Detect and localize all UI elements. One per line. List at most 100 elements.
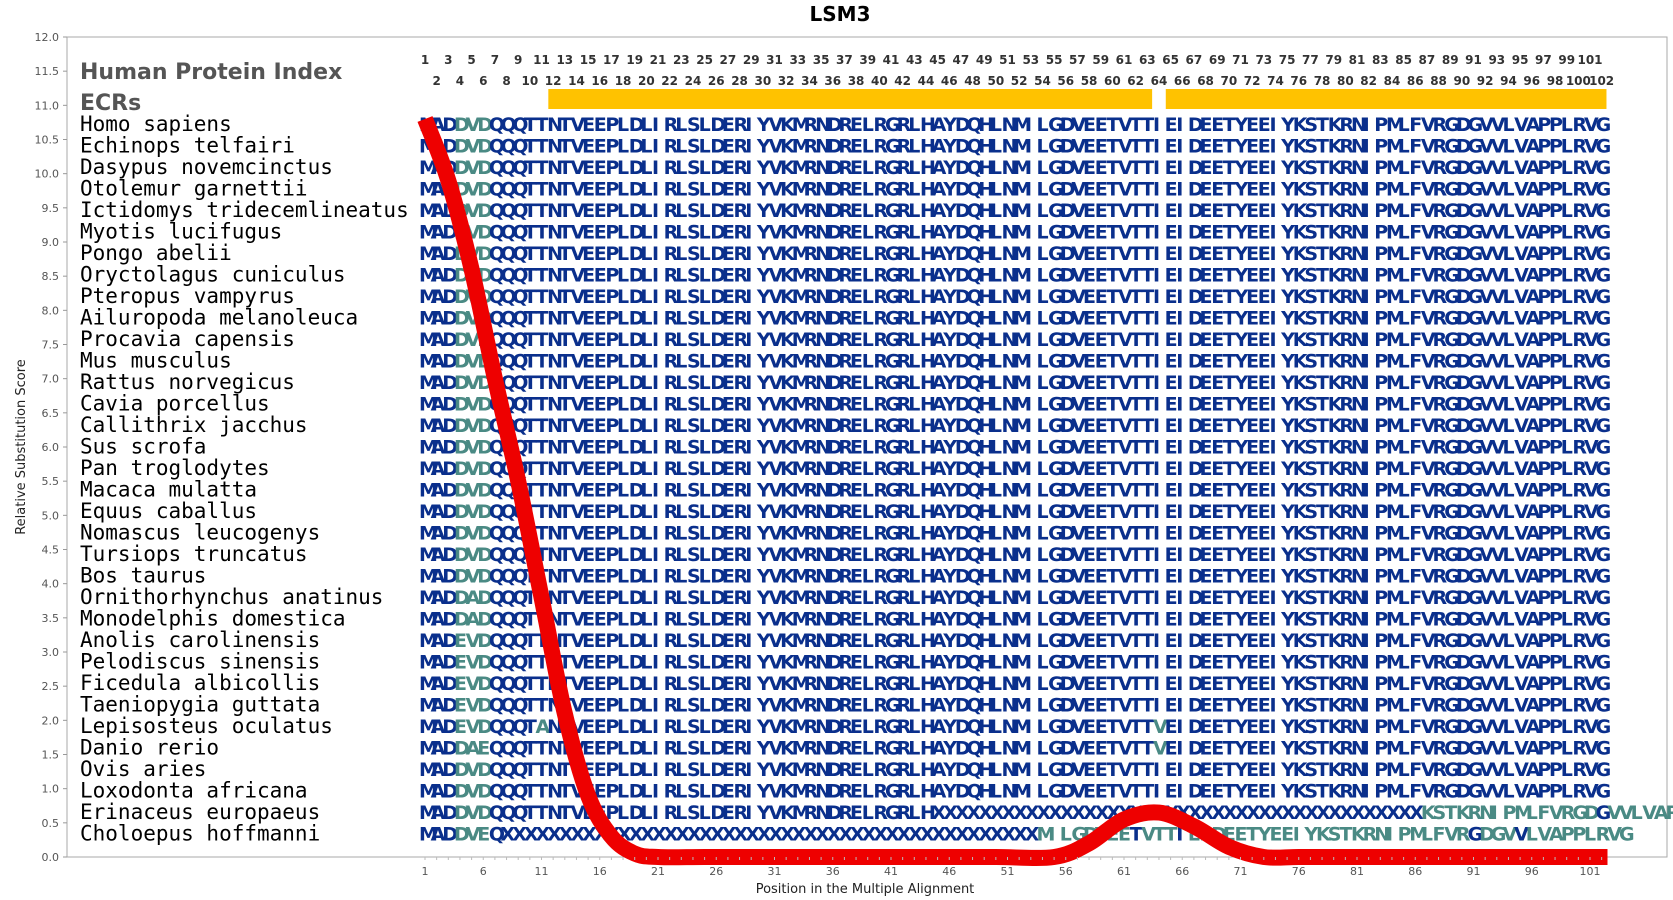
- species-label: Callithrix jacchus: [80, 413, 308, 437]
- position-number: 25: [696, 53, 713, 67]
- alignment-row: MADDVDQQQTTNTVEEPLDLI RLSLDERI YVKMRNDRELR…: [419, 415, 1611, 437]
- species-label: Macaca mulatta: [80, 478, 257, 502]
- position-number: 83: [1372, 53, 1389, 67]
- species-label: Taeniopygia guttata: [80, 693, 320, 717]
- position-number: 43: [906, 53, 923, 67]
- alignment-row: MADDVDQQQTTNTVEEPLDLI RLSLDERI YVKMRNDRELR…: [419, 501, 1611, 523]
- y-tick-label: 5.5: [42, 475, 60, 488]
- y-tick-label: 11.0: [35, 99, 60, 112]
- position-number: 23: [673, 53, 690, 67]
- x-tick-label: 71: [1234, 865, 1248, 878]
- position-number: 11: [533, 53, 550, 67]
- y-tick-label: 4.0: [42, 578, 60, 591]
- alignment-row: MADDVDQQQTTNTVEEPLDLI RLSLDERI YVKMRNDRELR…: [419, 179, 1611, 201]
- position-number: 61: [1116, 53, 1133, 67]
- position-number: 60: [1104, 74, 1121, 88]
- position-number: 1: [421, 53, 429, 67]
- y-tick-label: 1.5: [42, 749, 60, 762]
- position-number: 35: [813, 53, 830, 67]
- position-number: 49: [976, 53, 993, 67]
- alignment-row: MADDVDQQQTTNTVEEPLDLI RLSLDERI YVKMRNDRELR…: [419, 458, 1611, 480]
- x-tick-label: 96: [1525, 865, 1539, 878]
- position-number: 56: [1057, 74, 1074, 88]
- position-number: 66: [1174, 74, 1191, 88]
- x-tick-label: 31: [768, 865, 782, 878]
- position-number: 89: [1442, 53, 1459, 67]
- position-number: 98: [1547, 74, 1564, 88]
- position-number: 59: [1092, 53, 1109, 67]
- position-number: 26: [708, 74, 725, 88]
- y-tick-label: 9.5: [42, 202, 60, 215]
- position-number: 7: [491, 53, 499, 67]
- position-number: 93: [1488, 53, 1505, 67]
- alignment-row: MADDVDQQQTTNTVEEPLDLI RLSLDERI YVKMRNDRELR…: [419, 372, 1611, 394]
- y-tick-label: 6.5: [42, 407, 60, 420]
- position-number: 3: [444, 53, 452, 67]
- ecr-bar-1: [548, 89, 1153, 109]
- position-number: 92: [1477, 74, 1494, 88]
- species-label: Pan troglodytes: [80, 456, 270, 480]
- y-tick-label: 10.5: [35, 134, 60, 147]
- position-number: 38: [848, 74, 865, 88]
- species-label: Procavia capensis: [80, 327, 295, 351]
- position-number: 86: [1407, 74, 1424, 88]
- species-label: Otolemur garnettii: [80, 177, 308, 201]
- ecr-bar-2: [1165, 89, 1607, 109]
- alignment-row: MADDAEQQQTTNTVEEPLDLI RLSLDERI YVKMRNDRELR…: [419, 738, 1611, 760]
- alignment-row: MADDVDQQQTTNTVEEPLDLI RLSLDERI YVKMRNDRELR…: [419, 243, 1611, 265]
- position-number: 29: [743, 53, 760, 67]
- species-label: Anolis carolinensis: [80, 628, 320, 652]
- y-tick-label: 7.0: [42, 373, 60, 386]
- alignment-row: MADDADQQQTTNTVEEPLDLI RLSLDERI YVKMRNDRELR…: [419, 587, 1611, 609]
- species-label: Cavia porcellus: [80, 392, 270, 416]
- position-number: 13: [556, 53, 573, 67]
- y-tick-label: 3.5: [42, 612, 60, 625]
- position-number: 74: [1267, 74, 1284, 88]
- position-number: 34: [801, 74, 818, 88]
- position-number: 45: [929, 53, 946, 67]
- x-tick-label: 101: [1580, 865, 1601, 878]
- position-number: 88: [1430, 74, 1447, 88]
- alignment-row: MADDVDQQQTTNTVEEPLDLI RLSLDERI YVKMRNDRELR…: [419, 308, 1611, 330]
- species-label: Rattus norvegicus: [80, 370, 295, 394]
- position-number: 82: [1360, 74, 1377, 88]
- position-number: 77: [1302, 53, 1319, 67]
- alignment-row: MADDVDQQQTTNTVEEPLDLI RLSLDERI YVKMRNDRELR…: [419, 781, 1611, 803]
- x-axis-label: Position in the Multiple Alignment: [756, 882, 975, 897]
- y-tick-label: 5.0: [42, 509, 60, 522]
- position-number: 15: [580, 53, 597, 67]
- position-number: 94: [1500, 74, 1517, 88]
- position-number: 8: [502, 74, 510, 88]
- position-number: 91: [1465, 53, 1482, 67]
- position-number: 32: [778, 74, 795, 88]
- x-tick-label: 61: [1117, 865, 1131, 878]
- species-label: Ficedula albicollis: [80, 671, 320, 695]
- position-number: 72: [1244, 74, 1261, 88]
- species-label: Homo sapiens: [80, 112, 232, 136]
- position-number: 57: [1069, 53, 1086, 67]
- position-number: 90: [1453, 74, 1470, 88]
- species-label: Pteropus vampyrus: [80, 284, 295, 308]
- alignment-row: MADEVDQQQTTNTVEEPLDLI RLSLDERI YVKMRNDRELR…: [419, 695, 1611, 717]
- position-number: 64: [1151, 74, 1168, 88]
- position-number: 67: [1186, 53, 1203, 67]
- position-number: 18: [615, 74, 632, 88]
- position-number: 16: [591, 74, 608, 88]
- position-number: 12: [545, 74, 562, 88]
- species-label: Lepisosteus oculatus: [80, 714, 333, 738]
- species-label: Dasypus novemcinctus: [80, 155, 333, 179]
- position-number: 53: [1022, 53, 1039, 67]
- alignment-row: MADDVDQQQTTNTVEEPLDLI RLSLDERI YVKMRNDRELR…: [419, 114, 1611, 136]
- position-number: 21: [650, 53, 667, 67]
- alignment-row: MADDVDQQQTTNTVEEPLDLI RLSLDERI YVKMRNDRELR…: [419, 286, 1611, 308]
- position-number: 63: [1139, 53, 1156, 67]
- position-number: 39: [859, 53, 876, 67]
- x-tick-label: 51: [1001, 865, 1015, 878]
- position-number: 46: [941, 74, 958, 88]
- position-number: 52: [1011, 74, 1028, 88]
- species-label: Myotis lucifugus: [80, 220, 282, 244]
- position-number: 55: [1046, 53, 1063, 67]
- y-tick-label: 7.5: [42, 339, 60, 352]
- alignment-sequences: MADDVDQQQTTNTVEEPLDLI RLSLDERI YVKMRNDRELR…: [419, 114, 1673, 846]
